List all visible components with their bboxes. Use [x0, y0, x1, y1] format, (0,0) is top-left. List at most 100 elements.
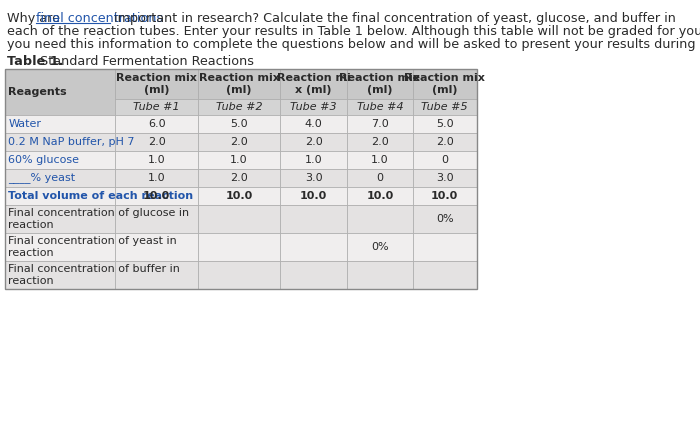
Text: Reaction mix
(ml): Reaction mix (ml): [116, 73, 197, 95]
Bar: [280, 261, 347, 289]
Bar: [347, 99, 413, 115]
Bar: [413, 99, 477, 115]
Text: 5.0: 5.0: [436, 119, 454, 129]
Text: Reagents: Reagents: [8, 87, 67, 97]
Bar: [116, 151, 198, 169]
Text: you need this information to complete the questions below and will be asked to p: you need this information to complete th…: [7, 38, 700, 51]
Bar: [413, 69, 477, 99]
Text: Tube #3: Tube #3: [290, 102, 337, 112]
Text: Tube #2: Tube #2: [216, 102, 262, 112]
Text: 1.0: 1.0: [148, 173, 165, 183]
Bar: [198, 133, 280, 151]
Bar: [280, 151, 347, 169]
Bar: [280, 233, 347, 261]
Text: ____% yeast: ____% yeast: [8, 173, 76, 184]
Text: Final concentration of buffer in
reaction: Final concentration of buffer in reactio…: [8, 264, 180, 286]
Text: 10.0: 10.0: [225, 191, 253, 201]
Text: 60% glucose: 60% glucose: [8, 155, 79, 165]
Text: important in research? Calculate the final concentration of yeast, glucose, and : important in research? Calculate the fin…: [111, 12, 676, 25]
Text: 5.0: 5.0: [230, 119, 248, 129]
Text: 1.0: 1.0: [371, 155, 388, 165]
Text: Reaction mi
x (ml): Reaction mi x (ml): [276, 73, 351, 95]
Bar: [198, 233, 280, 261]
Bar: [413, 115, 477, 133]
Text: 3.0: 3.0: [304, 173, 323, 183]
Bar: [280, 187, 347, 205]
Bar: [116, 99, 198, 115]
Text: each of the reaction tubes. Enter your results in Table 1 below. Although this t: each of the reaction tubes. Enter your r…: [7, 25, 700, 38]
Bar: [6, 151, 116, 169]
Text: Reaction mix
(ml): Reaction mix (ml): [405, 73, 485, 95]
Text: 0: 0: [441, 155, 448, 165]
Bar: [198, 69, 280, 99]
Bar: [198, 99, 280, 115]
Bar: [116, 69, 198, 99]
Text: Reaction mix
(ml): Reaction mix (ml): [340, 73, 420, 95]
Bar: [198, 151, 280, 169]
Text: 10.0: 10.0: [300, 191, 327, 201]
Bar: [413, 233, 477, 261]
Text: 7.0: 7.0: [371, 119, 388, 129]
Bar: [280, 169, 347, 187]
Text: Tube #5: Tube #5: [421, 102, 468, 112]
Bar: [280, 205, 347, 233]
Text: 3.0: 3.0: [436, 173, 454, 183]
Bar: [347, 69, 413, 99]
Bar: [198, 187, 280, 205]
Text: 1.0: 1.0: [230, 155, 248, 165]
Bar: [347, 133, 413, 151]
Bar: [413, 151, 477, 169]
Bar: [6, 133, 116, 151]
Bar: [116, 169, 198, 187]
Text: Why are: Why are: [7, 12, 64, 25]
Bar: [198, 261, 280, 289]
Text: 0: 0: [377, 173, 384, 183]
Text: Water: Water: [8, 119, 41, 129]
Bar: [116, 233, 198, 261]
Bar: [6, 261, 116, 289]
Bar: [116, 115, 198, 133]
Text: 1.0: 1.0: [304, 155, 323, 165]
Bar: [6, 69, 116, 115]
Bar: [198, 169, 280, 187]
Text: 6.0: 6.0: [148, 119, 165, 129]
Text: 4.0: 4.0: [304, 119, 323, 129]
Bar: [347, 233, 413, 261]
Bar: [116, 133, 198, 151]
Bar: [347, 187, 413, 205]
Text: 2.0: 2.0: [304, 137, 323, 147]
Text: 0%: 0%: [436, 214, 454, 224]
Bar: [6, 69, 477, 289]
Bar: [116, 187, 198, 205]
Text: 1.0: 1.0: [148, 155, 165, 165]
Text: 2.0: 2.0: [230, 173, 248, 183]
Text: 10.0: 10.0: [431, 191, 458, 201]
Bar: [413, 205, 477, 233]
Bar: [198, 115, 280, 133]
Text: Table 1.: Table 1.: [7, 55, 63, 68]
Bar: [413, 261, 477, 289]
Bar: [6, 169, 116, 187]
Bar: [347, 115, 413, 133]
Text: Total volume of each reaction: Total volume of each reaction: [8, 191, 193, 201]
Text: Reaction mix
(ml): Reaction mix (ml): [199, 73, 279, 95]
Text: Final concentration of yeast in
reaction: Final concentration of yeast in reaction: [8, 236, 177, 258]
Bar: [116, 205, 198, 233]
Text: Final concentration of glucose in
reaction: Final concentration of glucose in reacti…: [8, 208, 190, 230]
Bar: [347, 151, 413, 169]
Bar: [6, 187, 116, 205]
Text: 2.0: 2.0: [148, 137, 165, 147]
Text: 0%: 0%: [371, 242, 388, 252]
Bar: [6, 205, 116, 233]
Text: Tube #1: Tube #1: [133, 102, 180, 112]
Bar: [6, 115, 116, 133]
Text: 0.2 M NaP buffer, pH 7: 0.2 M NaP buffer, pH 7: [8, 137, 134, 147]
Bar: [347, 261, 413, 289]
Bar: [280, 69, 347, 99]
Bar: [6, 233, 116, 261]
Bar: [413, 187, 477, 205]
Bar: [413, 169, 477, 187]
Bar: [413, 133, 477, 151]
Text: 10.0: 10.0: [366, 191, 393, 201]
Bar: [198, 205, 280, 233]
